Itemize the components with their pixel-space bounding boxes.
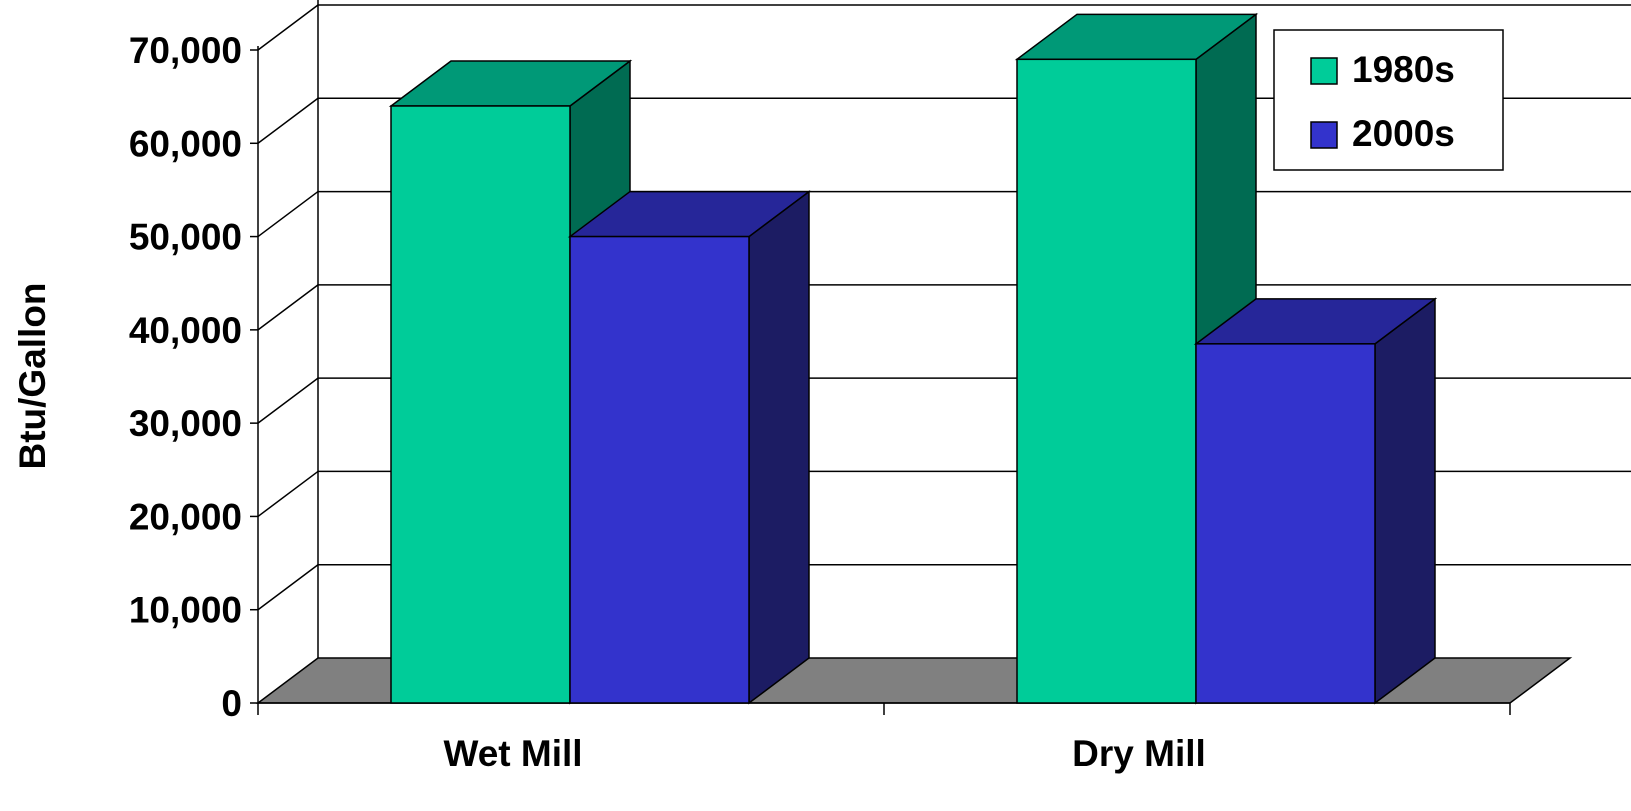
legend-swatch-1980s [1310,57,1338,85]
y-tick-label: 0 [221,683,242,724]
bar-side-face [748,190,810,705]
bar-1980s-dry-mill [1014,12,1259,705]
gridline-side-6 [257,97,319,144]
gridline-side-1 [257,564,319,611]
gridline-side-2 [257,470,319,518]
y-tick-label: 60,000 [129,123,242,164]
legend-label: 1980s [1352,49,1455,90]
gridline-side-5 [257,190,319,238]
bars [388,12,1438,705]
legend-label: 2000s [1352,113,1455,154]
y-tick-label: 10,000 [129,590,242,631]
axis-labels: 0 10,000 20,000 30,000 40,000 50,000 60,000 70,… [12,30,1206,774]
bar-2000s-wet-mill [567,190,812,705]
y-tick-label: 30,000 [129,403,242,444]
bar-front-face [1195,343,1376,704]
x-category-label: Dry Mill [1072,733,1206,774]
y-tick-label: 20,000 [129,496,242,537]
bar-front-face [390,105,571,704]
y-tick-label: 70,000 [129,30,242,71]
bar-2000s-dry-mill [1193,297,1438,705]
bar-front-face [1016,58,1197,704]
x-category-label: Wet Mill [443,733,582,774]
y-tick-label: 40,000 [129,310,242,351]
gridline-side-3 [257,377,319,424]
gridline-side-7 [257,4,319,51]
gridline-side-4 [257,284,319,331]
legend: 1980s 2000s [1273,29,1504,171]
bar-side-face [1374,297,1436,705]
bar-front-face [569,235,750,704]
y-tick-label: 50,000 [129,217,242,258]
y-axis-title: Btu/Gallon [12,282,53,469]
legend-swatch-2000s [1310,121,1338,149]
